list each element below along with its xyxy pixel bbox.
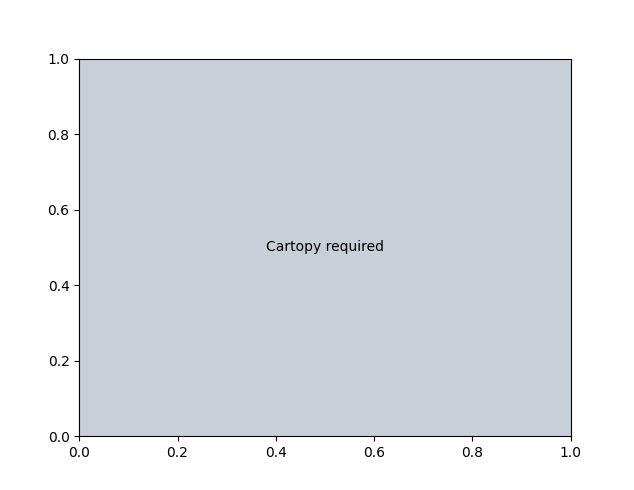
Text: Cartopy required: Cartopy required — [266, 241, 384, 254]
